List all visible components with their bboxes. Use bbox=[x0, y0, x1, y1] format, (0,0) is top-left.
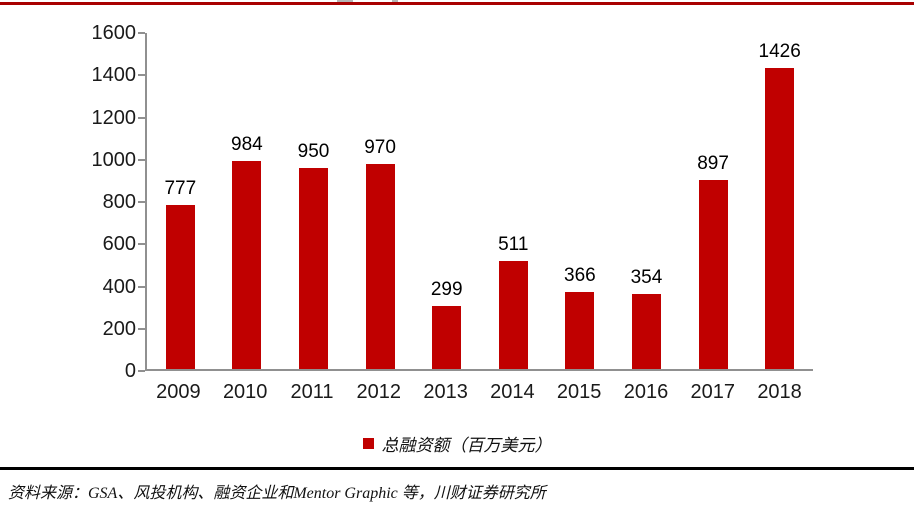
plot-area: 777 984 950 970 299 511 366 354 897 1426 bbox=[138, 32, 813, 372]
bar bbox=[698, 179, 728, 369]
x-tick-label: 2011 bbox=[290, 381, 334, 403]
bar-value-label: 299 bbox=[430, 278, 463, 300]
x-tick-label: 2018 bbox=[757, 381, 802, 403]
x-axis-labels: 2009 2010 2011 2012 2013 2014 2015 2016 2017 2018 bbox=[145, 381, 813, 404]
x-tick-label: 2015 bbox=[556, 381, 602, 403]
bar bbox=[365, 164, 395, 369]
bar bbox=[298, 168, 328, 369]
bar-slot: 511 bbox=[480, 33, 547, 369]
separator-rule bbox=[0, 467, 914, 470]
y-tick-label: 1000 bbox=[91, 148, 137, 171]
legend-label: 总融资额（百万美元） bbox=[381, 436, 552, 455]
bar-value-label: 950 bbox=[297, 141, 330, 163]
bars-row: 777 984 950 970 299 511 366 354 897 1426 bbox=[147, 33, 813, 369]
top-accent-rule bbox=[0, 2, 914, 5]
bar-slot: 984 bbox=[214, 33, 281, 369]
bar-slot: 1426 bbox=[746, 33, 813, 369]
clipped-title-fragment bbox=[337, 0, 353, 2]
y-tick-mark bbox=[138, 201, 145, 203]
x-tick-label: 2016 bbox=[623, 381, 669, 403]
bar-value-label: 984 bbox=[231, 134, 263, 156]
y-tick-label: 1600 bbox=[91, 22, 137, 44]
bar-value-label: 354 bbox=[630, 267, 663, 289]
y-tick-mark bbox=[138, 285, 145, 288]
y-tick-mark bbox=[138, 158, 145, 161]
bar-value-label: 366 bbox=[564, 264, 596, 286]
y-tick-label: 0 bbox=[124, 360, 136, 382]
bar-slot: 950 bbox=[280, 33, 347, 369]
y-tick-label: 200 bbox=[102, 317, 136, 340]
y-tick-mark bbox=[138, 116, 145, 119]
y-tick-label: 400 bbox=[102, 275, 136, 298]
x-tick-label: 2017 bbox=[690, 381, 736, 403]
x-tick-label: 2010 bbox=[222, 381, 268, 403]
y-tick-mark bbox=[138, 243, 145, 246]
bar bbox=[432, 305, 462, 369]
y-axis-labels: 0 200 400 600 800 1000 1200 1400 1600 bbox=[70, 23, 137, 381]
y-tick-label: 1200 bbox=[91, 106, 137, 129]
bar-slot: 970 bbox=[347, 33, 414, 369]
y-tick-label: 800 bbox=[102, 191, 136, 213]
y-tick-mark bbox=[138, 74, 145, 77]
x-tick-label: 2012 bbox=[356, 381, 402, 403]
bar-value-label: 1426 bbox=[758, 40, 801, 62]
bar-slot: 354 bbox=[613, 33, 680, 369]
y-tick-label: 1400 bbox=[91, 64, 137, 87]
bar bbox=[165, 204, 195, 369]
chart-legend: 总融资额（百万美元） bbox=[0, 431, 914, 456]
x-tick-label: 2014 bbox=[490, 381, 535, 403]
bar bbox=[232, 161, 262, 369]
y-tick-mark bbox=[138, 327, 145, 330]
bar-slot: 366 bbox=[547, 33, 614, 369]
bar bbox=[631, 294, 661, 369]
bar-slot: 897 bbox=[680, 33, 747, 369]
y-tick-label: 600 bbox=[102, 233, 136, 256]
bar-value-label: 897 bbox=[697, 152, 729, 174]
bar bbox=[765, 67, 795, 369]
bar-value-label: 970 bbox=[364, 137, 396, 159]
bar-value-label: 777 bbox=[164, 177, 197, 199]
bar bbox=[565, 291, 595, 369]
y-tick-mark bbox=[138, 32, 145, 34]
clipped-title-fragment bbox=[392, 0, 398, 2]
bar bbox=[498, 261, 528, 369]
x-tick-label: 2009 bbox=[156, 381, 201, 403]
y-tick-mark bbox=[138, 370, 145, 372]
x-tick-label: 2013 bbox=[423, 381, 468, 403]
bar-slot: 299 bbox=[413, 33, 480, 369]
legend-marker-icon bbox=[362, 438, 374, 449]
bar-value-label: 511 bbox=[498, 234, 529, 256]
bar-slot: 777 bbox=[147, 33, 214, 369]
source-note: 资料来源：GSA、风投机构、融资企业和Mentor Graphic 等，川财证券… bbox=[8, 485, 546, 502]
